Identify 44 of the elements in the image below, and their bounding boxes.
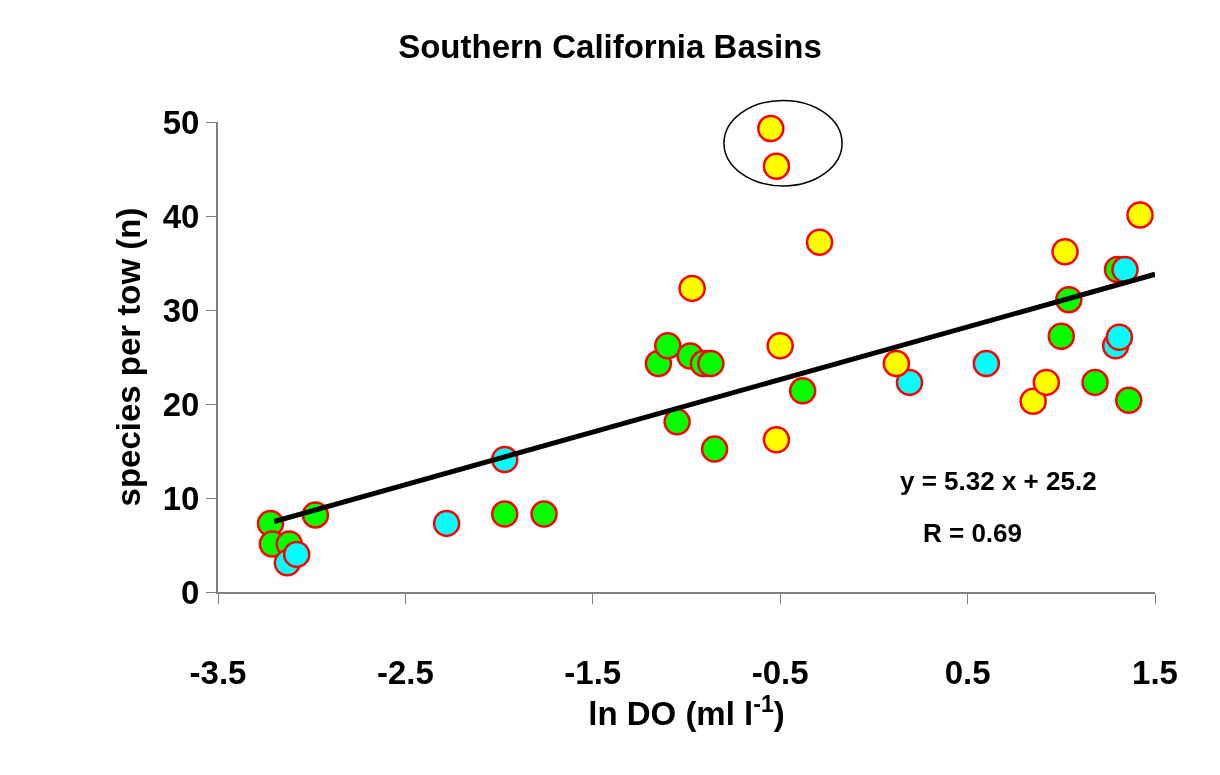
point	[700, 435, 729, 463]
y-tick-label: 50	[162, 103, 200, 141]
point	[1126, 201, 1154, 229]
point	[1105, 323, 1134, 351]
point	[1019, 387, 1047, 415]
x-tick-label: -3.5	[189, 653, 247, 691]
annotation: R = 0.69	[923, 518, 1023, 548]
point	[882, 349, 911, 378]
x-tick-label: -0.5	[751, 653, 809, 691]
x-tick-label: -1.5	[564, 653, 622, 691]
point	[1047, 322, 1076, 351]
point	[1111, 255, 1139, 284]
point	[1115, 386, 1143, 414]
y-tick-label: 10	[162, 479, 200, 517]
y-axis-title: species per tow (n)	[110, 207, 148, 507]
point	[697, 349, 725, 378]
point	[490, 500, 519, 528]
annotation: y = 5.32 x + 25.2	[900, 466, 1097, 496]
x-tick-label: -2.5	[376, 653, 434, 691]
point	[530, 500, 558, 528]
y-tick-label: 30	[162, 291, 200, 329]
y-tick-label: 20	[162, 385, 200, 423]
point	[762, 425, 791, 454]
point	[972, 349, 1001, 378]
point	[1032, 368, 1061, 397]
point	[762, 152, 791, 180]
point	[766, 331, 794, 360]
point	[678, 274, 706, 303]
point	[1081, 368, 1109, 397]
chart-title: Southern California Basins	[398, 27, 822, 65]
point	[788, 377, 817, 405]
x-axis-title: ln DO (ml l$^{-1}$)	[588, 690, 785, 733]
x-tick-label: 1.5	[1132, 653, 1178, 691]
point	[282, 540, 311, 569]
point	[432, 509, 461, 538]
point	[757, 114, 785, 143]
point	[654, 331, 682, 360]
y-tick-label: 40	[162, 197, 200, 235]
x-tick-label: 0.5	[944, 653, 991, 691]
point	[895, 368, 924, 397]
y-tick-label: 0	[181, 573, 200, 611]
point	[805, 228, 834, 257]
point	[1051, 237, 1079, 266]
point	[663, 408, 691, 436]
